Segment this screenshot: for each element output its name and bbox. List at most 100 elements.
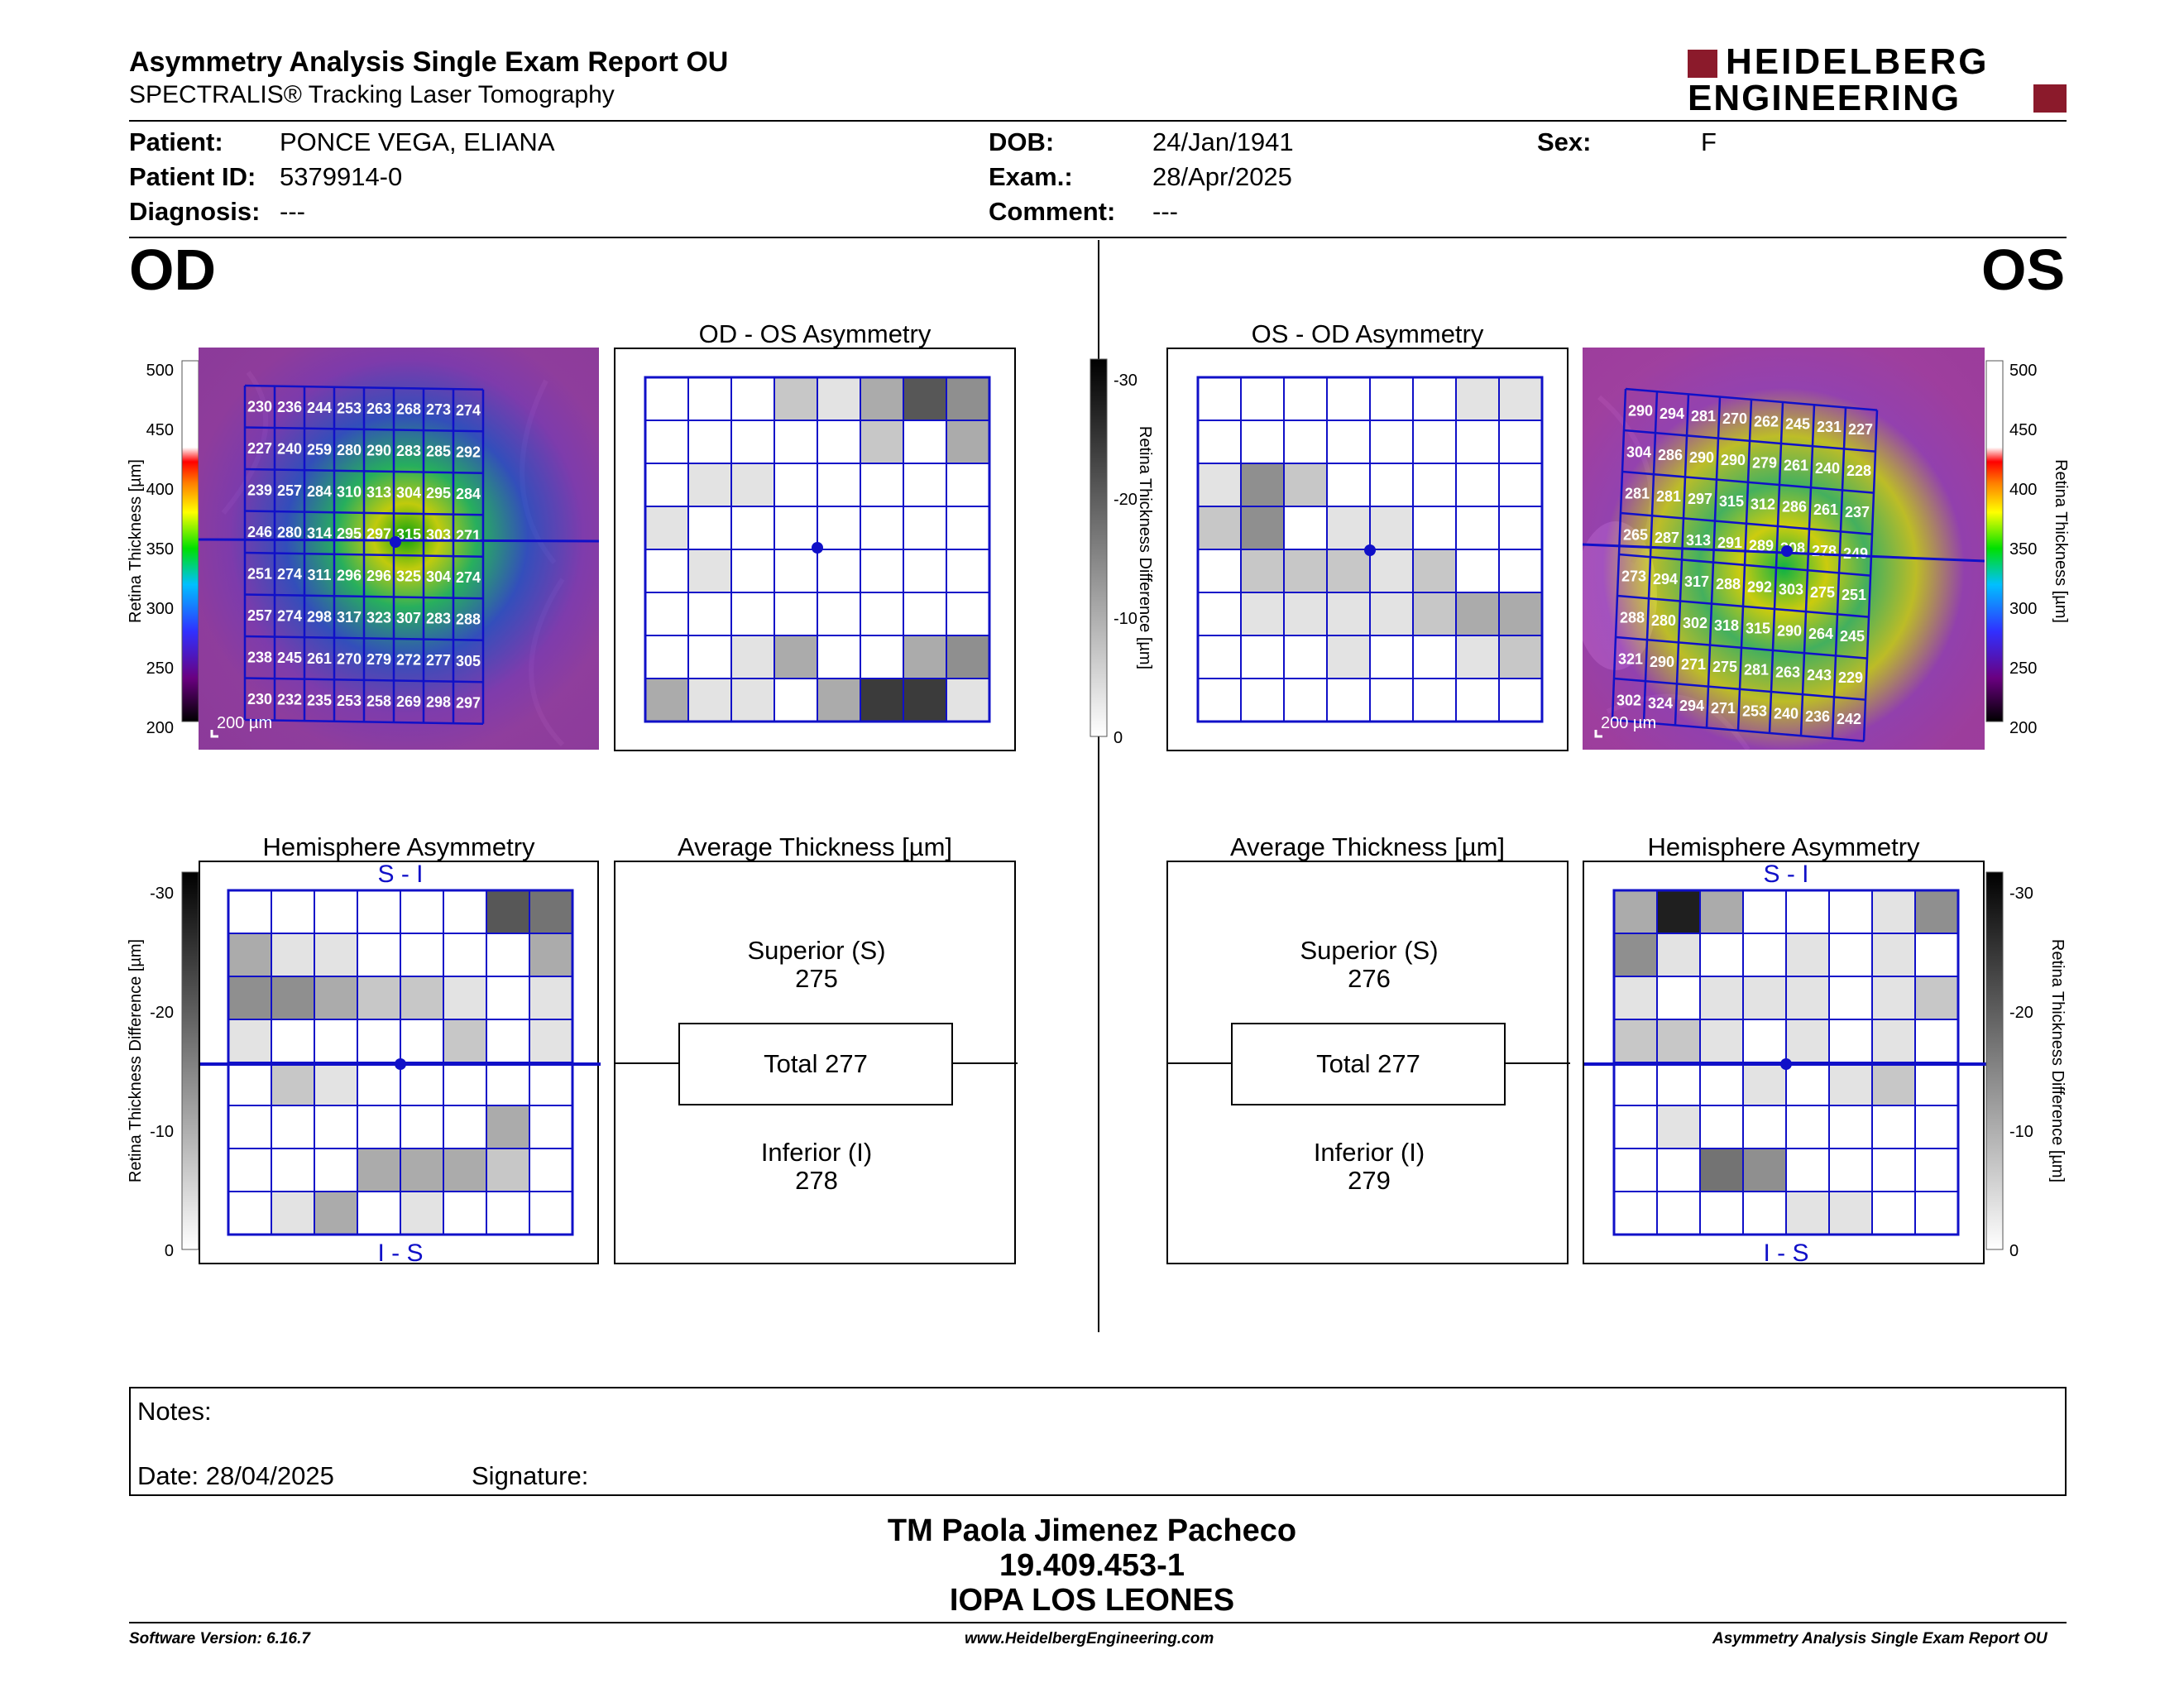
- signatory-org: IOPA LOS LEONES: [949, 1583, 1235, 1618]
- od-asym-cell: [730, 678, 775, 722]
- os-hemi-cell: [1785, 1019, 1830, 1063]
- center-diff-tick-0: -30: [1114, 372, 1138, 390]
- os-hemi-cell: [1871, 1148, 1916, 1192]
- od-hemi-cell: [271, 976, 315, 1020]
- os-hemi-cell: [1742, 1148, 1787, 1192]
- od-hemi-cell: [314, 1148, 358, 1192]
- os-thick-tick-4: 300: [2009, 600, 2037, 618]
- od-hemi-cell: [357, 1148, 401, 1192]
- os-total-box: Total 277: [1231, 1023, 1506, 1105]
- os-asym-title: OS - OD Asymmetry: [1251, 319, 1484, 348]
- os-thickness-value: 321: [1618, 651, 1643, 668]
- od-thickness-value: 313: [366, 484, 391, 501]
- os-asym-cell: [1498, 678, 1543, 722]
- os-asym-cell: [1326, 635, 1371, 679]
- os-thickness-value: 242: [1837, 711, 1861, 727]
- od-thickness-value: 314: [307, 525, 332, 541]
- od-thickness-value: 235: [307, 692, 332, 708]
- od-hemi-cell: [486, 976, 530, 1020]
- os-thickness-value: 281: [1691, 408, 1716, 424]
- od-diff-axis-title: Retina Thickness Difference [µm]: [127, 939, 145, 1182]
- patient-name: PONCE VEGA, ELIANA: [280, 127, 555, 156]
- os-hemi-cell: [1785, 933, 1830, 977]
- od-hemi-cell: [357, 1105, 401, 1149]
- od-thick-tick-6: 200: [146, 719, 174, 737]
- os-diff-tick-3: 0: [2009, 1242, 2019, 1260]
- od-asym-cell: [946, 635, 990, 679]
- report-subtitle: SPECTRALIS® Tracking Laser Tomography: [129, 81, 615, 108]
- od-hemi-top-label: S - I: [377, 862, 423, 888]
- os-thickness-value: 290: [1689, 449, 1714, 466]
- os-thickness-value: 290: [1628, 403, 1653, 420]
- od-thickness-value: 245: [277, 650, 302, 666]
- patient-id: 5379914-0: [280, 162, 403, 191]
- od-hemi-cell: [529, 890, 573, 934]
- os-thickness-value: 315: [1746, 620, 1770, 636]
- od-thickness-value: 251: [247, 566, 272, 583]
- od-hemi-cell: [486, 933, 530, 977]
- os-thickness-value: 275: [1712, 659, 1737, 675]
- od-thickness-value: 307: [396, 610, 421, 626]
- od-hemi-cell: [443, 1191, 487, 1235]
- od-asym-cell: [774, 549, 818, 593]
- od-hemi-cell: [271, 1062, 315, 1106]
- od-hemi-cell: [400, 1019, 444, 1063]
- os-thickness-value: 304: [1626, 444, 1651, 461]
- os-thick-tick-3: 350: [2009, 540, 2037, 559]
- os-thickness-value: 273: [1621, 568, 1646, 585]
- os-thickness-value: 294: [1679, 698, 1704, 714]
- os-asym-cell: [1326, 463, 1371, 507]
- patient-id-label: Patient ID:: [129, 162, 256, 191]
- os-asym-cell: [1369, 592, 1414, 636]
- od-thickness-value: 238: [247, 650, 272, 666]
- notes-label: Notes:: [137, 1397, 212, 1426]
- os-diff-tick-2: -10: [2009, 1123, 2033, 1141]
- os-thickness-value: 281: [1656, 488, 1681, 505]
- os-hemi-cell: [1871, 1019, 1916, 1063]
- heidelberg-logo: HEIDELBERG ENGINEERING: [1688, 41, 2068, 118]
- os-hemi-cell: [1914, 1191, 1959, 1235]
- os-thick-tick-1: 450: [2009, 421, 2037, 439]
- os-hemi-top-label: S - I: [1763, 862, 1808, 888]
- od-thickness-value: 280: [337, 442, 362, 458]
- od-hemi-cell: [486, 890, 530, 934]
- os-hemi-cell: [1914, 976, 1959, 1020]
- od-thickness-value: 295: [337, 525, 362, 542]
- os-thickness-value: 229: [1838, 669, 1863, 686]
- od-asym-cell: [903, 592, 947, 636]
- os-hemi-cell: [1914, 1105, 1959, 1149]
- os-asym-cell: [1455, 376, 1500, 421]
- od-asym-cell: [903, 376, 947, 421]
- od-diff-tick-2: -10: [150, 1123, 174, 1141]
- os-thickness-value: 281: [1625, 486, 1650, 502]
- od-hemi-cell: [400, 933, 444, 977]
- os-thickness-value: 275: [1810, 584, 1835, 601]
- os-avg-title: Average Thickness [µm]: [1229, 832, 1506, 861]
- od-asym-cell: [730, 376, 775, 421]
- os-asym-cell: [1240, 592, 1285, 636]
- os-thickness-value: 271: [1681, 656, 1706, 673]
- website-link[interactable]: www.HeidelbergEngineering.com: [965, 1630, 1214, 1647]
- os-asym-cell: [1455, 506, 1500, 550]
- os-asym-cell: [1326, 549, 1371, 593]
- os-asym-cell: [1498, 635, 1543, 679]
- od-thickness-value: 246: [247, 524, 272, 540]
- notes-box[interactable]: Notes: Date: 28/04/2025 Signature:: [129, 1387, 2067, 1496]
- od-asym-cell: [860, 376, 904, 421]
- od-hemi-cell: [400, 1105, 444, 1149]
- os-asym-cell: [1283, 549, 1328, 593]
- os-asym-cell: [1498, 549, 1543, 593]
- od-hemi-cell: [529, 1191, 573, 1235]
- od-asym-cell: [903, 635, 947, 679]
- od-thickness-value: 274: [277, 608, 302, 625]
- os-diff-axis-title: Retina Thickness Difference [µm]: [2048, 939, 2067, 1182]
- os-hemi-cell: [1742, 1191, 1787, 1235]
- os-diff-scale: -30 -20 -10 0 Retina Thickness Differenc…: [1985, 871, 2067, 1260]
- os-asym-cell: [1369, 635, 1414, 679]
- od-asym-cell: [730, 463, 775, 507]
- os-thickness-value: 261: [1813, 501, 1838, 518]
- od-hemi-cell: [443, 1062, 487, 1106]
- patient-label: Patient:: [129, 127, 223, 156]
- os-thickness-value: 236: [1805, 708, 1830, 725]
- od-thickness-value: 259: [307, 441, 332, 458]
